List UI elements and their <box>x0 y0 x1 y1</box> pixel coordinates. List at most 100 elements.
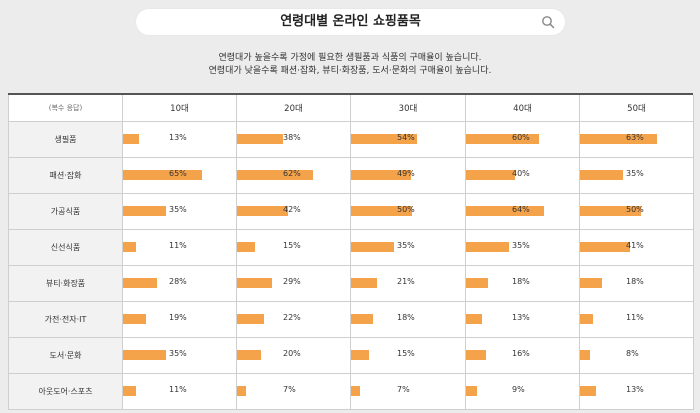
value-cell: 21% <box>350 265 466 302</box>
value-bar <box>580 134 657 144</box>
value-percent: 65% <box>169 169 187 178</box>
value-percent: 63% <box>626 133 644 142</box>
value-cell: 8% <box>579 337 694 374</box>
value-percent: 15% <box>283 241 301 250</box>
value-cell: 38% <box>236 121 351 158</box>
value-percent: 8% <box>626 349 639 358</box>
value-percent: 18% <box>397 313 415 322</box>
value-cell: 19% <box>122 301 237 338</box>
value-percent: 38% <box>283 133 301 142</box>
value-bar <box>123 206 166 216</box>
description-line-1: 연령대가 높을수록 가정에 필요한 생필품과 식품의 구매율이 높습니다. <box>218 53 482 63</box>
search-icon[interactable] <box>541 15 555 29</box>
value-percent: 13% <box>512 313 530 322</box>
value-bar <box>123 170 202 180</box>
value-percent: 35% <box>626 169 644 178</box>
value-percent: 13% <box>169 133 187 142</box>
table-row: 뷰티·화장품 28% 29% 21% 18% 18% <box>8 265 694 302</box>
row-label: 패션·잡화 <box>8 157 123 194</box>
value-percent: 22% <box>283 313 301 322</box>
value-percent: 20% <box>283 349 301 358</box>
value-bar <box>237 314 264 324</box>
page-title: 연령대별 온라인 쇼핑품목 <box>280 14 421 29</box>
value-bar <box>237 350 261 360</box>
value-cell: 60% <box>465 121 580 158</box>
row-label: 생필품 <box>8 121 123 158</box>
value-cell: 11% <box>579 301 694 338</box>
value-bar <box>466 134 539 144</box>
value-bar <box>237 134 283 144</box>
value-percent: 42% <box>283 205 301 214</box>
value-percent: 28% <box>169 277 187 286</box>
row-label: 뷰티·화장품 <box>8 265 123 302</box>
value-bar <box>351 278 377 288</box>
value-cell: 22% <box>236 301 351 338</box>
table-corner-note: (복수 응답) <box>8 95 123 122</box>
value-bar <box>237 386 246 396</box>
value-bar <box>123 314 146 324</box>
value-bar <box>351 170 411 180</box>
value-cell: 42% <box>236 193 351 230</box>
value-bar <box>580 350 590 360</box>
value-bar <box>580 278 602 288</box>
value-percent: 15% <box>397 349 415 358</box>
value-cell: 65% <box>122 157 237 194</box>
value-percent: 35% <box>169 205 187 214</box>
value-cell: 11% <box>122 373 237 410</box>
value-percent: 50% <box>626 205 644 214</box>
value-percent: 16% <box>512 349 530 358</box>
value-percent: 7% <box>283 385 296 394</box>
value-cell: 7% <box>236 373 351 410</box>
value-percent: 13% <box>626 385 644 394</box>
value-bar <box>123 242 136 252</box>
value-cell: 64% <box>465 193 580 230</box>
value-cell: 16% <box>465 337 580 374</box>
value-cell: 13% <box>465 301 580 338</box>
value-cell: 50% <box>350 193 466 230</box>
value-bar <box>580 170 623 180</box>
value-cell: 11% <box>122 229 237 266</box>
value-cell: 62% <box>236 157 351 194</box>
value-cell: 18% <box>465 265 580 302</box>
value-cell: 54% <box>350 121 466 158</box>
table-row: 패션·잡화 65% 62% 49% 40% 35% <box>8 157 694 194</box>
value-bar <box>466 386 477 396</box>
value-percent: 62% <box>283 169 301 178</box>
value-cell: 50% <box>579 193 694 230</box>
table-row: 가전·전자·IT 19% 22% 18% 13% 11% <box>8 301 694 338</box>
value-cell: 63% <box>579 121 694 158</box>
value-bar <box>351 242 394 252</box>
value-bar <box>466 350 486 360</box>
search-bar[interactable]: 연령대별 온라인 쇼핑품목 <box>136 9 565 35</box>
value-bar <box>580 386 596 396</box>
value-cell: 49% <box>350 157 466 194</box>
value-percent: 64% <box>512 205 530 214</box>
row-label: 가공식품 <box>8 193 123 230</box>
value-bar <box>351 386 360 396</box>
value-percent: 35% <box>397 241 415 250</box>
value-bar <box>466 242 509 252</box>
value-cell: 35% <box>122 337 237 374</box>
value-percent: 21% <box>397 277 415 286</box>
value-percent: 19% <box>169 313 187 322</box>
value-percent: 50% <box>397 205 415 214</box>
column-header: 10대 <box>122 95 237 122</box>
value-percent: 54% <box>397 133 415 142</box>
value-cell: 18% <box>579 265 694 302</box>
table-row: 신선식품 11% 15% 35% 35% 41% <box>8 229 694 266</box>
value-cell: 13% <box>122 121 237 158</box>
value-bar <box>123 278 157 288</box>
value-percent: 49% <box>397 169 415 178</box>
value-percent: 11% <box>169 241 187 250</box>
value-percent: 29% <box>283 277 301 286</box>
value-cell: 20% <box>236 337 351 374</box>
description: 연령대가 높을수록 가정에 필요한 생필품과 식품의 구매율이 높습니다. 연령… <box>0 52 700 78</box>
value-cell: 35% <box>465 229 580 266</box>
value-percent: 7% <box>397 385 410 394</box>
value-percent: 41% <box>626 241 644 250</box>
value-cell: 9% <box>465 373 580 410</box>
value-cell: 35% <box>122 193 237 230</box>
column-header: 20대 <box>236 95 351 122</box>
value-bar <box>123 134 139 144</box>
value-cell: 35% <box>350 229 466 266</box>
